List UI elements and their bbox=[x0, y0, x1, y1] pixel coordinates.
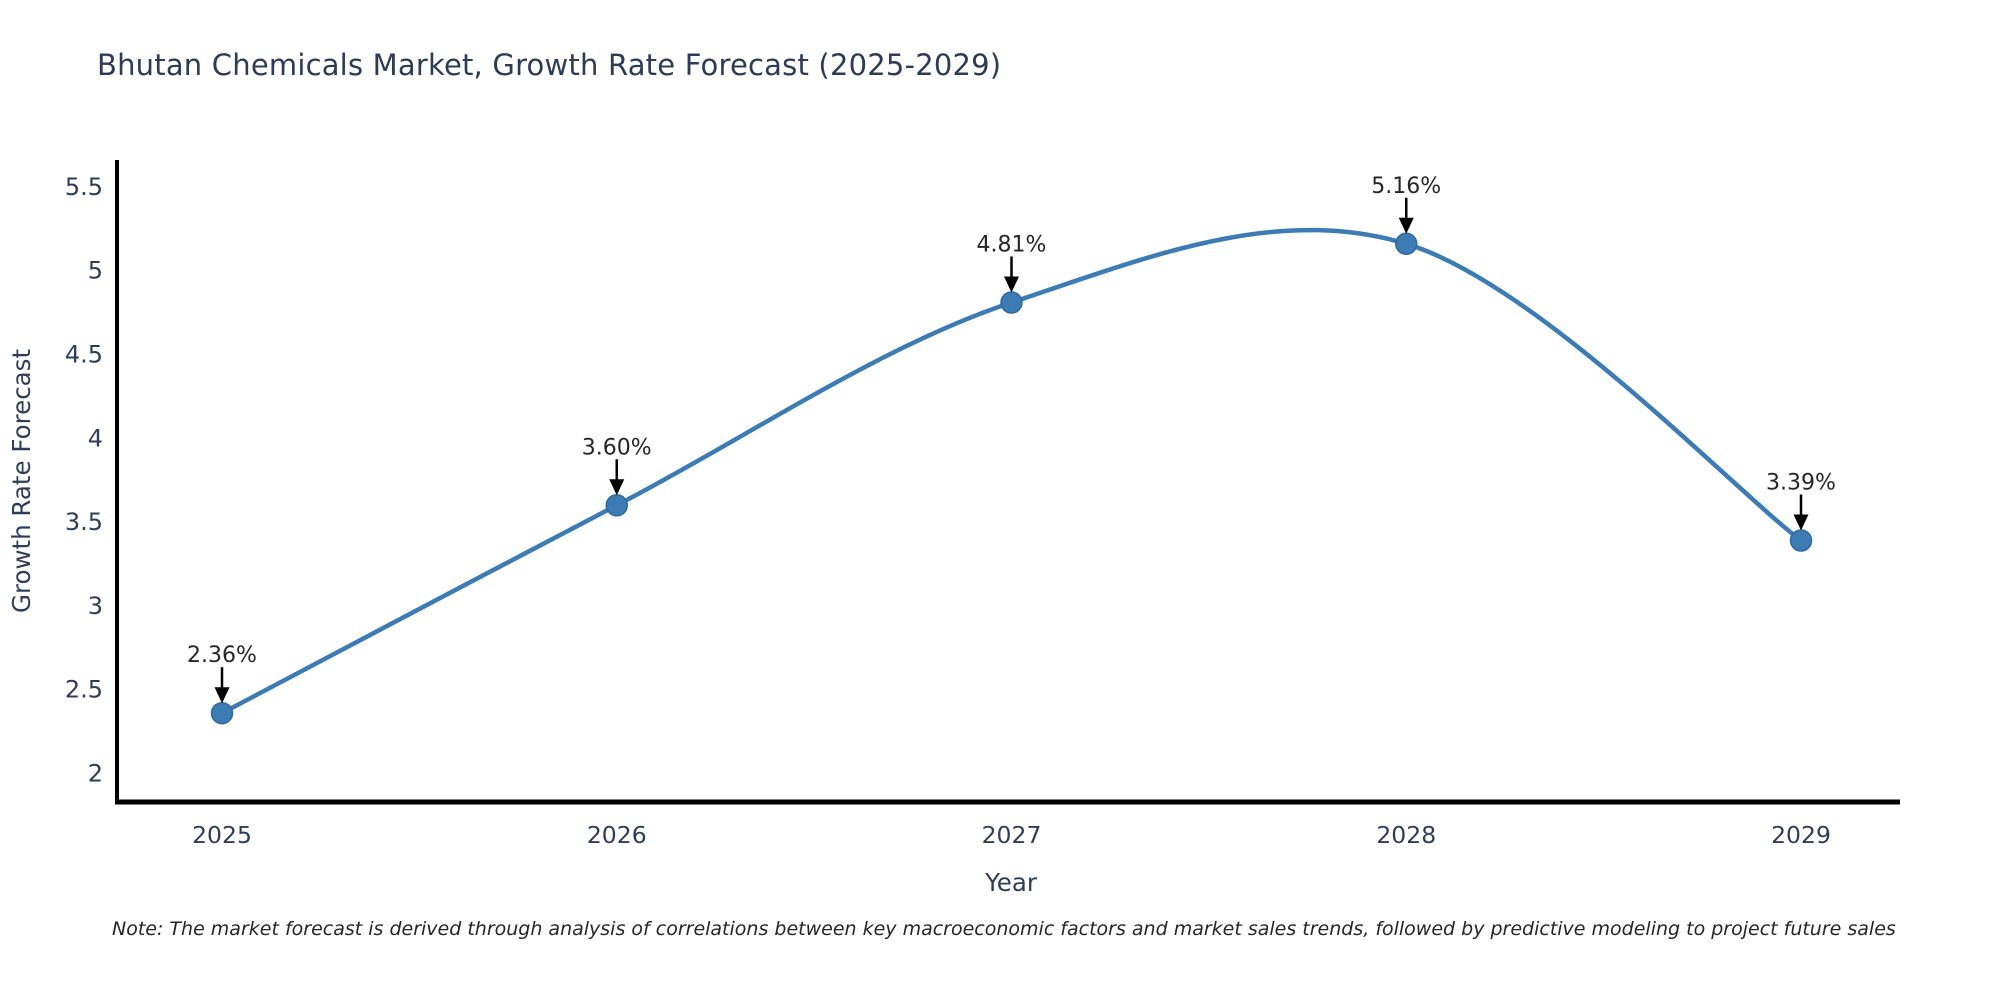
x-tick-label: 2029 bbox=[1771, 821, 1831, 849]
y-tick-label: 4.5 bbox=[65, 340, 103, 368]
x-tick-label: 2028 bbox=[1376, 821, 1436, 849]
x-tick-label: 2027 bbox=[982, 821, 1042, 849]
x-tick-label: 2026 bbox=[587, 821, 647, 849]
data-point-marker bbox=[210, 701, 234, 725]
y-tick-label: 4 bbox=[88, 424, 103, 452]
x-axis-title: Year bbox=[984, 868, 1038, 897]
annotation-arrowhead bbox=[1398, 217, 1414, 234]
y-tick-label: 2.5 bbox=[65, 676, 103, 704]
y-tick-label: 5.5 bbox=[65, 173, 103, 201]
y-tick-label: 3.5 bbox=[65, 508, 103, 536]
annotation-arrowhead bbox=[214, 687, 230, 704]
y-tick-label: 2 bbox=[88, 760, 103, 788]
annotation-label: 3.39% bbox=[1766, 471, 1836, 496]
annotation-label: 2.36% bbox=[187, 643, 257, 668]
y-tick-label: 3 bbox=[88, 592, 103, 620]
chart-title: Bhutan Chemicals Market, Growth Rate For… bbox=[97, 48, 1002, 82]
annotation-label: 4.81% bbox=[977, 233, 1047, 258]
chart-footnote: Note: The market forecast is derived thr… bbox=[112, 918, 1896, 940]
x-tick-label: 2025 bbox=[192, 821, 252, 849]
y-axis-title: Growth Rate Forecast bbox=[7, 349, 36, 613]
data-point-marker bbox=[1395, 232, 1418, 256]
annotation-label: 3.60% bbox=[582, 435, 652, 460]
data-point-marker bbox=[1789, 529, 1813, 552]
data-point-marker bbox=[1000, 291, 1023, 314]
annotation-arrowhead bbox=[1793, 514, 1809, 531]
annotation-arrowhead bbox=[609, 479, 625, 496]
data-point-marker bbox=[605, 494, 628, 517]
annotation-label: 5.16% bbox=[1371, 174, 1441, 199]
y-tick-label: 5 bbox=[88, 257, 103, 285]
annotation-arrowhead bbox=[1004, 276, 1019, 293]
